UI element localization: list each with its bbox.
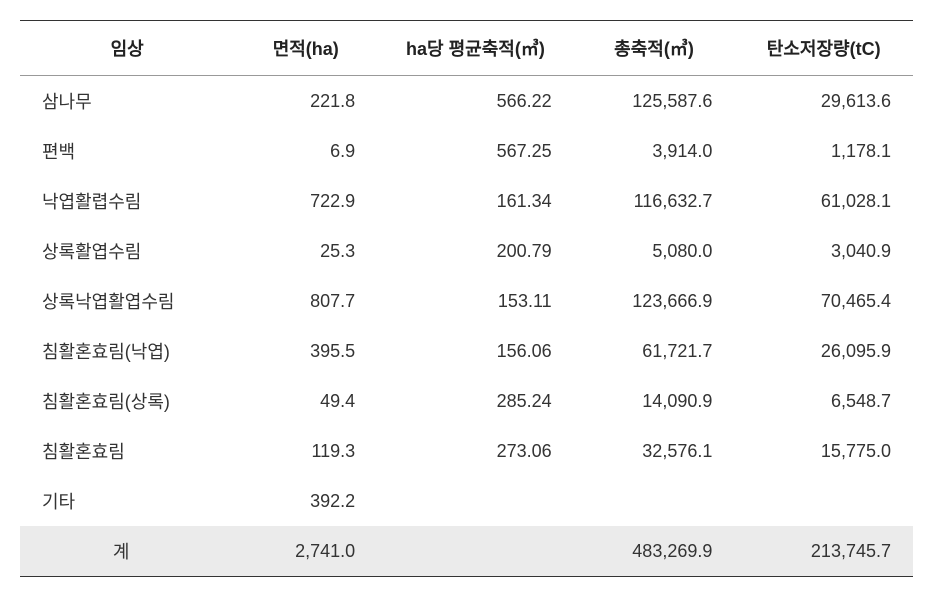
cell-carbon: 26,095.9	[734, 326, 913, 376]
table-row: 침활혼효림(상록) 49.4 285.24 14,090.9 6,548.7	[20, 376, 913, 426]
cell-area: 6.9	[234, 126, 377, 176]
cell-area: 807.7	[234, 276, 377, 326]
cell-name: 낙엽활렵수림	[20, 176, 234, 226]
cell-name: 침활혼효림(낙엽)	[20, 326, 234, 376]
cell-area: 395.5	[234, 326, 377, 376]
cell-carbon: 6,548.7	[734, 376, 913, 426]
table-total-row: 계 2,741.0 483,269.9 213,745.7	[20, 526, 913, 577]
cell-avg: 200.79	[377, 226, 573, 276]
column-header-total-stock: 총축적(㎥)	[574, 21, 735, 76]
cell-total-label: 계	[20, 526, 234, 577]
cell-avg: 567.25	[377, 126, 573, 176]
column-header-carbon: 탄소저장량(tC)	[734, 21, 913, 76]
cell-name: 편백	[20, 126, 234, 176]
cell-carbon: 29,613.6	[734, 76, 913, 127]
cell-carbon: 3,040.9	[734, 226, 913, 276]
cell-carbon: 61,028.1	[734, 176, 913, 226]
cell-total	[574, 476, 735, 526]
cell-avg: 156.06	[377, 326, 573, 376]
cell-area: 221.8	[234, 76, 377, 127]
table-row: 삼나무 221.8 566.22 125,587.6 29,613.6	[20, 76, 913, 127]
cell-carbon: 70,465.4	[734, 276, 913, 326]
table-row: 기타 392.2	[20, 476, 913, 526]
cell-total: 125,587.6	[574, 76, 735, 127]
cell-total: 123,666.9	[574, 276, 735, 326]
cell-name: 삼나무	[20, 76, 234, 127]
table-row: 낙엽활렵수림 722.9 161.34 116,632.7 61,028.1	[20, 176, 913, 226]
cell-name: 기타	[20, 476, 234, 526]
cell-avg: 153.11	[377, 276, 573, 326]
cell-avg	[377, 476, 573, 526]
cell-carbon	[734, 476, 913, 526]
cell-total: 61,721.7	[574, 326, 735, 376]
table-row: 상록낙엽활엽수림 807.7 153.11 123,666.9 70,465.4	[20, 276, 913, 326]
column-header-avg-stock: ha당 평균축적(㎥)	[377, 21, 573, 76]
cell-name: 침활혼효림	[20, 426, 234, 476]
cell-total: 14,090.9	[574, 376, 735, 426]
cell-name: 침활혼효림(상록)	[20, 376, 234, 426]
cell-carbon: 15,775.0	[734, 426, 913, 476]
table-row: 상록활엽수림 25.3 200.79 5,080.0 3,040.9	[20, 226, 913, 276]
cell-name: 상록활엽수림	[20, 226, 234, 276]
cell-total-carbon: 213,745.7	[734, 526, 913, 577]
cell-area: 119.3	[234, 426, 377, 476]
table-row: 침활혼효림 119.3 273.06 32,576.1 15,775.0	[20, 426, 913, 476]
cell-total-stock: 483,269.9	[574, 526, 735, 577]
cell-total: 3,914.0	[574, 126, 735, 176]
cell-avg: 161.34	[377, 176, 573, 226]
cell-total: 5,080.0	[574, 226, 735, 276]
cell-name: 상록낙엽활엽수림	[20, 276, 234, 326]
table-row: 침활혼효림(낙엽) 395.5 156.06 61,721.7 26,095.9	[20, 326, 913, 376]
column-header-area: 면적(ha)	[234, 21, 377, 76]
cell-avg: 285.24	[377, 376, 573, 426]
cell-area: 25.3	[234, 226, 377, 276]
cell-total: 32,576.1	[574, 426, 735, 476]
cell-total-area: 2,741.0	[234, 526, 377, 577]
cell-avg: 566.22	[377, 76, 573, 127]
cell-avg: 273.06	[377, 426, 573, 476]
table-row: 편백 6.9 567.25 3,914.0 1,178.1	[20, 126, 913, 176]
table-header-row: 임상 면적(ha) ha당 평균축적(㎥) 총축적(㎥) 탄소저장량(tC)	[20, 21, 913, 76]
cell-area: 722.9	[234, 176, 377, 226]
cell-area: 392.2	[234, 476, 377, 526]
column-header-name: 임상	[20, 21, 234, 76]
cell-total: 116,632.7	[574, 176, 735, 226]
cell-area: 49.4	[234, 376, 377, 426]
forest-data-table: 임상 면적(ha) ha당 평균축적(㎥) 총축적(㎥) 탄소저장량(tC) 삼…	[20, 20, 913, 577]
table-body: 삼나무 221.8 566.22 125,587.6 29,613.6 편백 6…	[20, 76, 913, 577]
cell-carbon: 1,178.1	[734, 126, 913, 176]
cell-total-avg	[377, 526, 573, 577]
